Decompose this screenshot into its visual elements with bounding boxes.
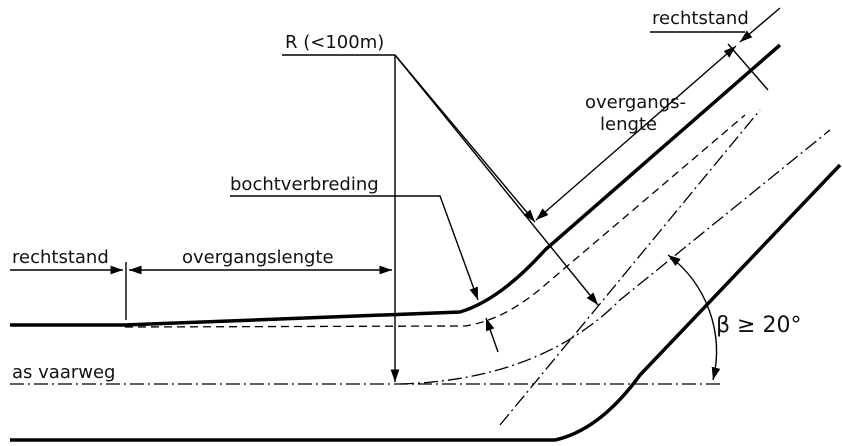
leader: [230, 195, 479, 301]
radius-line: [394, 54, 599, 306]
curved-axis: [399, 129, 831, 385]
label: R (<100m): [285, 32, 384, 53]
dimension-line: [739, 7, 781, 43]
label: rechtstand: [652, 8, 749, 29]
leader: [485, 317, 499, 353]
normal-edge: [124, 114, 746, 328]
top-edge: [10, 43, 782, 327]
label: β ≥ 20°: [716, 313, 801, 338]
label: bochtverbreding: [230, 174, 379, 195]
bottom-edge: [10, 163, 842, 442]
label: as vaarweg: [12, 362, 115, 383]
tangent-line: [499, 109, 761, 426]
label: rechtstand: [12, 247, 109, 268]
dimension-line: [535, 45, 737, 221]
label: overgangslengte: [182, 247, 334, 268]
label: overgangs-: [585, 92, 686, 113]
label: lengte: [600, 114, 657, 135]
angle-arc: [667, 254, 721, 381]
